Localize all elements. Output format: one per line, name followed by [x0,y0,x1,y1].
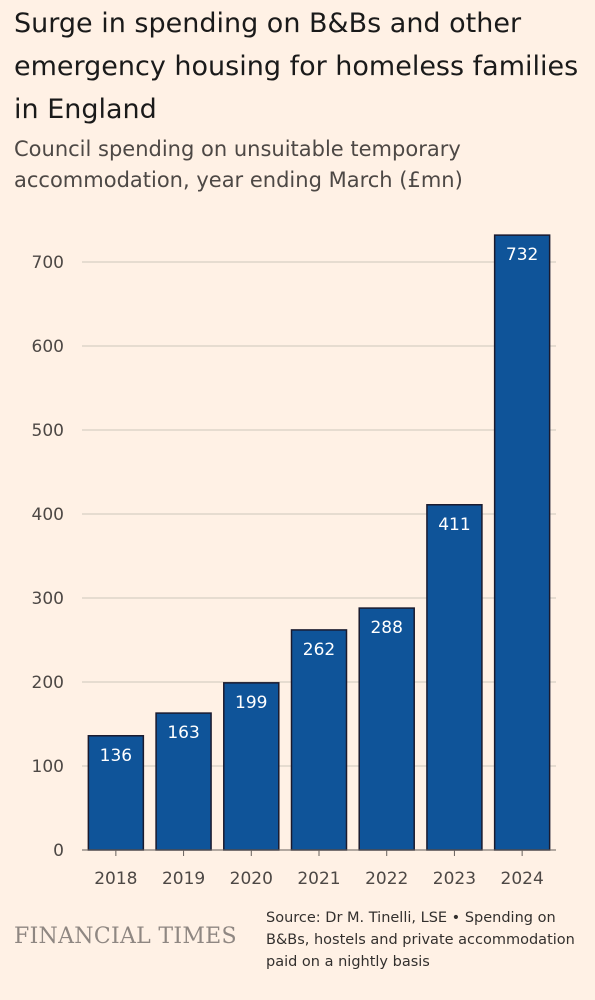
data-label: 199 [235,693,267,713]
y-axis-ticks: 0 100 200 300 400 500 600 700 [32,253,64,861]
bar-2023 [426,504,483,851]
y-tick-label: 300 [32,589,64,609]
brand-logo: FINANCIAL TIMES [14,924,237,949]
chart-subtitle: Council spending on unsuitable temporary… [14,137,463,192]
gridlines [82,261,556,767]
x-tick-label: 2024 [501,869,544,889]
data-label: 262 [303,640,335,660]
x-axis-ticks: 2018 2019 2020 2021 2022 2023 2024 [82,849,556,889]
bar-2021 [290,629,348,851]
bar-2020 [223,682,280,851]
y-tick-label: 200 [32,673,64,693]
data-label: 732 [506,245,538,265]
chart-title: Surge in spending on B&Bs and other emer… [14,8,579,125]
x-tick-label: 2023 [433,869,476,889]
data-labels: 136 163 199 262 288 411 732 [100,245,539,766]
data-label: 163 [167,723,199,743]
x-tick-label: 2021 [297,869,340,889]
y-tick-label: 500 [32,421,64,441]
y-tick-label: 400 [32,505,64,525]
y-tick-label: 100 [32,757,64,777]
data-label: 288 [370,618,402,638]
x-tick-label: 2022 [365,869,408,889]
bar-2022 [358,607,415,851]
x-tick-label: 2020 [230,869,273,889]
source-note: Source: Dr M. Tinelli, LSE • Spending on… [266,910,575,970]
x-tick-label: 2019 [162,869,205,889]
bars [87,234,551,851]
bar-2024 [493,234,551,851]
bar-2019 [155,712,212,851]
y-tick-label: 600 [32,337,64,357]
y-tick-label: 0 [53,841,64,861]
x-tick-label: 2018 [94,869,137,889]
data-label: 411 [438,515,470,535]
data-label: 136 [100,746,132,766]
bar-chart: 0 100 200 300 400 500 600 700 136 163 199 262 288 41… [32,234,556,889]
y-tick-label: 700 [32,253,64,273]
